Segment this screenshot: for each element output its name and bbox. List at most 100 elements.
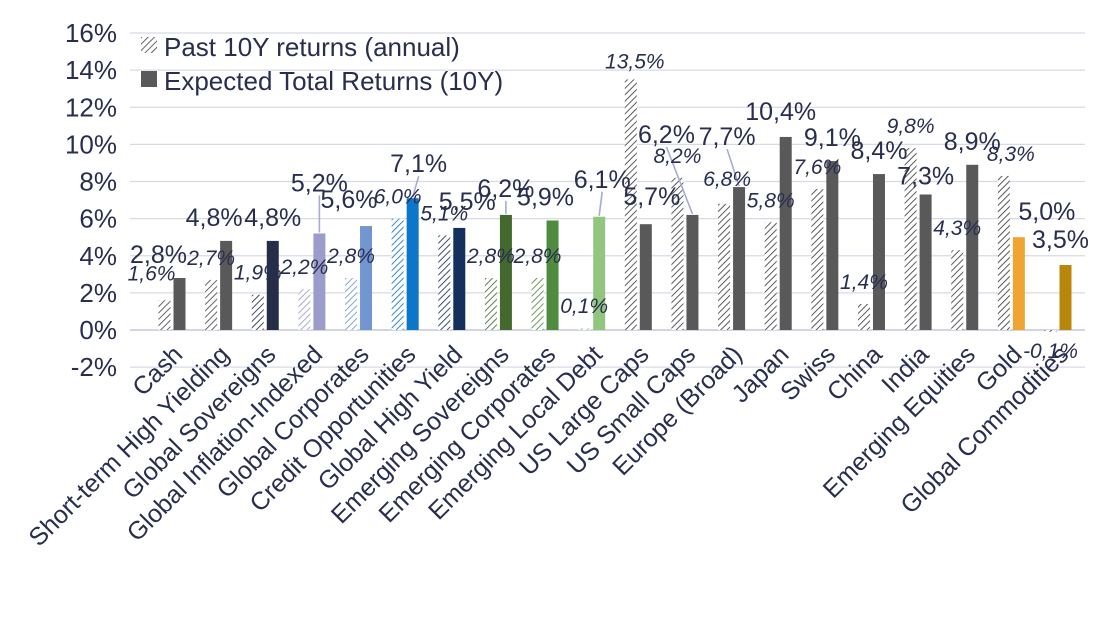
value-label-past-emerging-equities: 4,3% xyxy=(933,217,981,240)
bar-expected-china xyxy=(872,174,885,330)
value-label-past-emerging-local-debt: 0,1% xyxy=(560,295,608,318)
value-label-expected-japan: 10,4% xyxy=(745,98,816,126)
value-label-expected-global-inflation-indexed: 5,2% xyxy=(291,169,348,197)
y-tick--2: -2% xyxy=(71,352,117,382)
value-label-expected-credit-opportunities: 7,1% xyxy=(390,150,447,178)
value-label-past-cash: 1,6% xyxy=(128,262,176,285)
bar-past-india xyxy=(904,148,917,330)
bar-expected-japan xyxy=(779,136,792,330)
bar-expected-india xyxy=(919,194,932,330)
value-label-past-china: 1,4% xyxy=(840,271,888,294)
y-tick-0: 0% xyxy=(79,315,117,345)
y-tick-14: 14% xyxy=(65,55,117,85)
bar-expected-gold xyxy=(1012,237,1025,330)
value-label-expected-gold: 5,0% xyxy=(1018,198,1075,226)
y-tick-10: 10% xyxy=(65,129,117,159)
bar-past-us-small-caps xyxy=(671,177,684,330)
value-label-past-global-corporates: 2,8% xyxy=(326,245,375,268)
y-tick-8: 8% xyxy=(79,167,117,197)
value-label-past-global-inflation-indexed: 2,2% xyxy=(279,256,328,279)
value-label-expected-emerging-corporates: 5,9% xyxy=(517,183,574,211)
leader-line-europe-broad xyxy=(726,148,740,187)
bar-expected-emerging-equities xyxy=(966,164,979,330)
y-tick-16: 16% xyxy=(65,18,117,48)
y-tick-6: 6% xyxy=(79,204,117,234)
value-label-expected-global-corporates: 5,6% xyxy=(321,186,378,214)
bar-expected-cash xyxy=(173,278,186,330)
bar-expected-global-inflation-indexed xyxy=(313,233,326,330)
bar-expected-swiss xyxy=(826,161,839,330)
value-label-expected-emerging-equities: 8,9% xyxy=(944,128,1001,156)
value-label-past-us-large-caps: 13,5% xyxy=(605,50,665,73)
bar-past-global-inflation-indexed xyxy=(298,289,311,330)
data-labels: 1,6%2,8% 2,7%4,8%1,9%4,8%2,2%5,2%2,8%5,6%… xyxy=(128,50,1089,362)
bar-past-global-commodities xyxy=(1044,330,1057,332)
y-tick-4: 4% xyxy=(79,241,117,271)
bar-past-credit-opportunities xyxy=(391,218,404,330)
value-label-past-credit-opportunities: 6,0% xyxy=(374,186,422,209)
legend-swatch-past-hatched xyxy=(141,37,157,53)
legend: Past 10Y returns (annual) Expected Total… xyxy=(141,32,503,96)
bar-past-gold xyxy=(997,175,1010,330)
value-label-expected-swiss: 9,1% xyxy=(804,124,861,152)
y-tick-12: 12% xyxy=(65,92,117,122)
bar-past-japan xyxy=(764,222,777,330)
value-label-past-emerging-corporates: 2,8% xyxy=(513,245,562,268)
x-label-china: China xyxy=(822,340,888,406)
bar-expected-global-corporates xyxy=(360,226,373,330)
leader-line-us-small-caps xyxy=(665,146,694,215)
value-label-expected-global-high-yield: 5,5% xyxy=(439,188,496,216)
value-label-past-europe-broad: 6,8% xyxy=(703,168,751,191)
bar-expected-short-term-high-yielding xyxy=(220,240,233,330)
label-leader-lines xyxy=(318,146,740,233)
y-tick-2: 2% xyxy=(79,278,117,308)
value-label-expected-china: 8,4% xyxy=(850,137,907,165)
value-label-past-gold: 8,3% xyxy=(987,143,1035,166)
value-label-expected-europe-broad: 7,7% xyxy=(699,123,756,151)
bar-expected-emerging-corporates xyxy=(546,220,559,330)
bar-past-swiss xyxy=(811,188,824,330)
bar-past-emerging-corporates xyxy=(531,278,544,330)
value-label-expected-cash: 2,8% xyxy=(130,241,187,269)
bar-past-global-corporates xyxy=(345,278,358,330)
bar-expected-us-large-caps xyxy=(639,224,652,330)
bar-expected-credit-opportunities xyxy=(406,198,419,330)
bar-series xyxy=(158,79,1072,332)
value-label-past-short-term-high-yielding: 2,7% xyxy=(186,247,235,270)
value-label-past-japan: 5,8% xyxy=(747,189,795,212)
legend-swatch-expected-solid xyxy=(141,71,157,87)
value-label-past-swiss: 7,6% xyxy=(793,156,841,179)
value-label-expected-emerging-local-debt: 6,1% xyxy=(574,166,631,194)
value-label-past-india: 9,8% xyxy=(887,115,935,138)
leader-line-credit-opportunities xyxy=(411,175,420,198)
legend-label-past: Past 10Y returns (annual) xyxy=(164,32,460,62)
bar-expected-europe-broad xyxy=(733,187,746,330)
bar-expected-emerging-sovereigns xyxy=(499,214,512,330)
legend-label-expected: Expected Total Returns (10Y) xyxy=(164,66,503,96)
bar-past-emerging-equities xyxy=(951,250,964,330)
bar-past-emerging-local-debt xyxy=(578,328,591,330)
bar-past-cash xyxy=(158,300,171,330)
value-label-expected-us-large-caps: 5,7% xyxy=(623,183,680,211)
bar-expected-global-high-yield xyxy=(453,227,466,330)
y-axis-tick-labels: 16% 14% 12% 10% 8% 6% 4% 2% 0% -2% xyxy=(65,18,117,382)
value-label-past-global-sovereigns: 1,9% xyxy=(234,262,282,285)
value-label-past-global-high-yield: 5,1% xyxy=(420,202,468,225)
value-label-past-emerging-sovereigns: 2,8% xyxy=(466,245,515,268)
value-label-past-us-small-caps: 8,2% xyxy=(654,145,702,168)
value-label-expected-india: 7,3% xyxy=(897,162,954,190)
value-label-expected-emerging-sovereigns: 6,2% xyxy=(477,175,534,203)
bar-past-us-large-caps xyxy=(624,79,637,330)
value-label-expected-us-small-caps: 6,2% xyxy=(638,121,695,149)
value-label-past-global-commodities: -0,1% xyxy=(1023,340,1078,363)
bar-expected-global-commodities xyxy=(1059,265,1072,330)
bar-past-global-sovereigns xyxy=(251,294,264,330)
bar-expected-emerging-local-debt xyxy=(593,216,606,330)
bar-past-emerging-sovereigns xyxy=(484,278,497,330)
bar-past-short-term-high-yielding xyxy=(205,279,218,330)
value-label-expected-global-sovereigns: 4,8% xyxy=(244,204,301,232)
bar-past-global-high-yield xyxy=(438,235,451,330)
bar-expected-global-sovereigns xyxy=(266,240,279,330)
